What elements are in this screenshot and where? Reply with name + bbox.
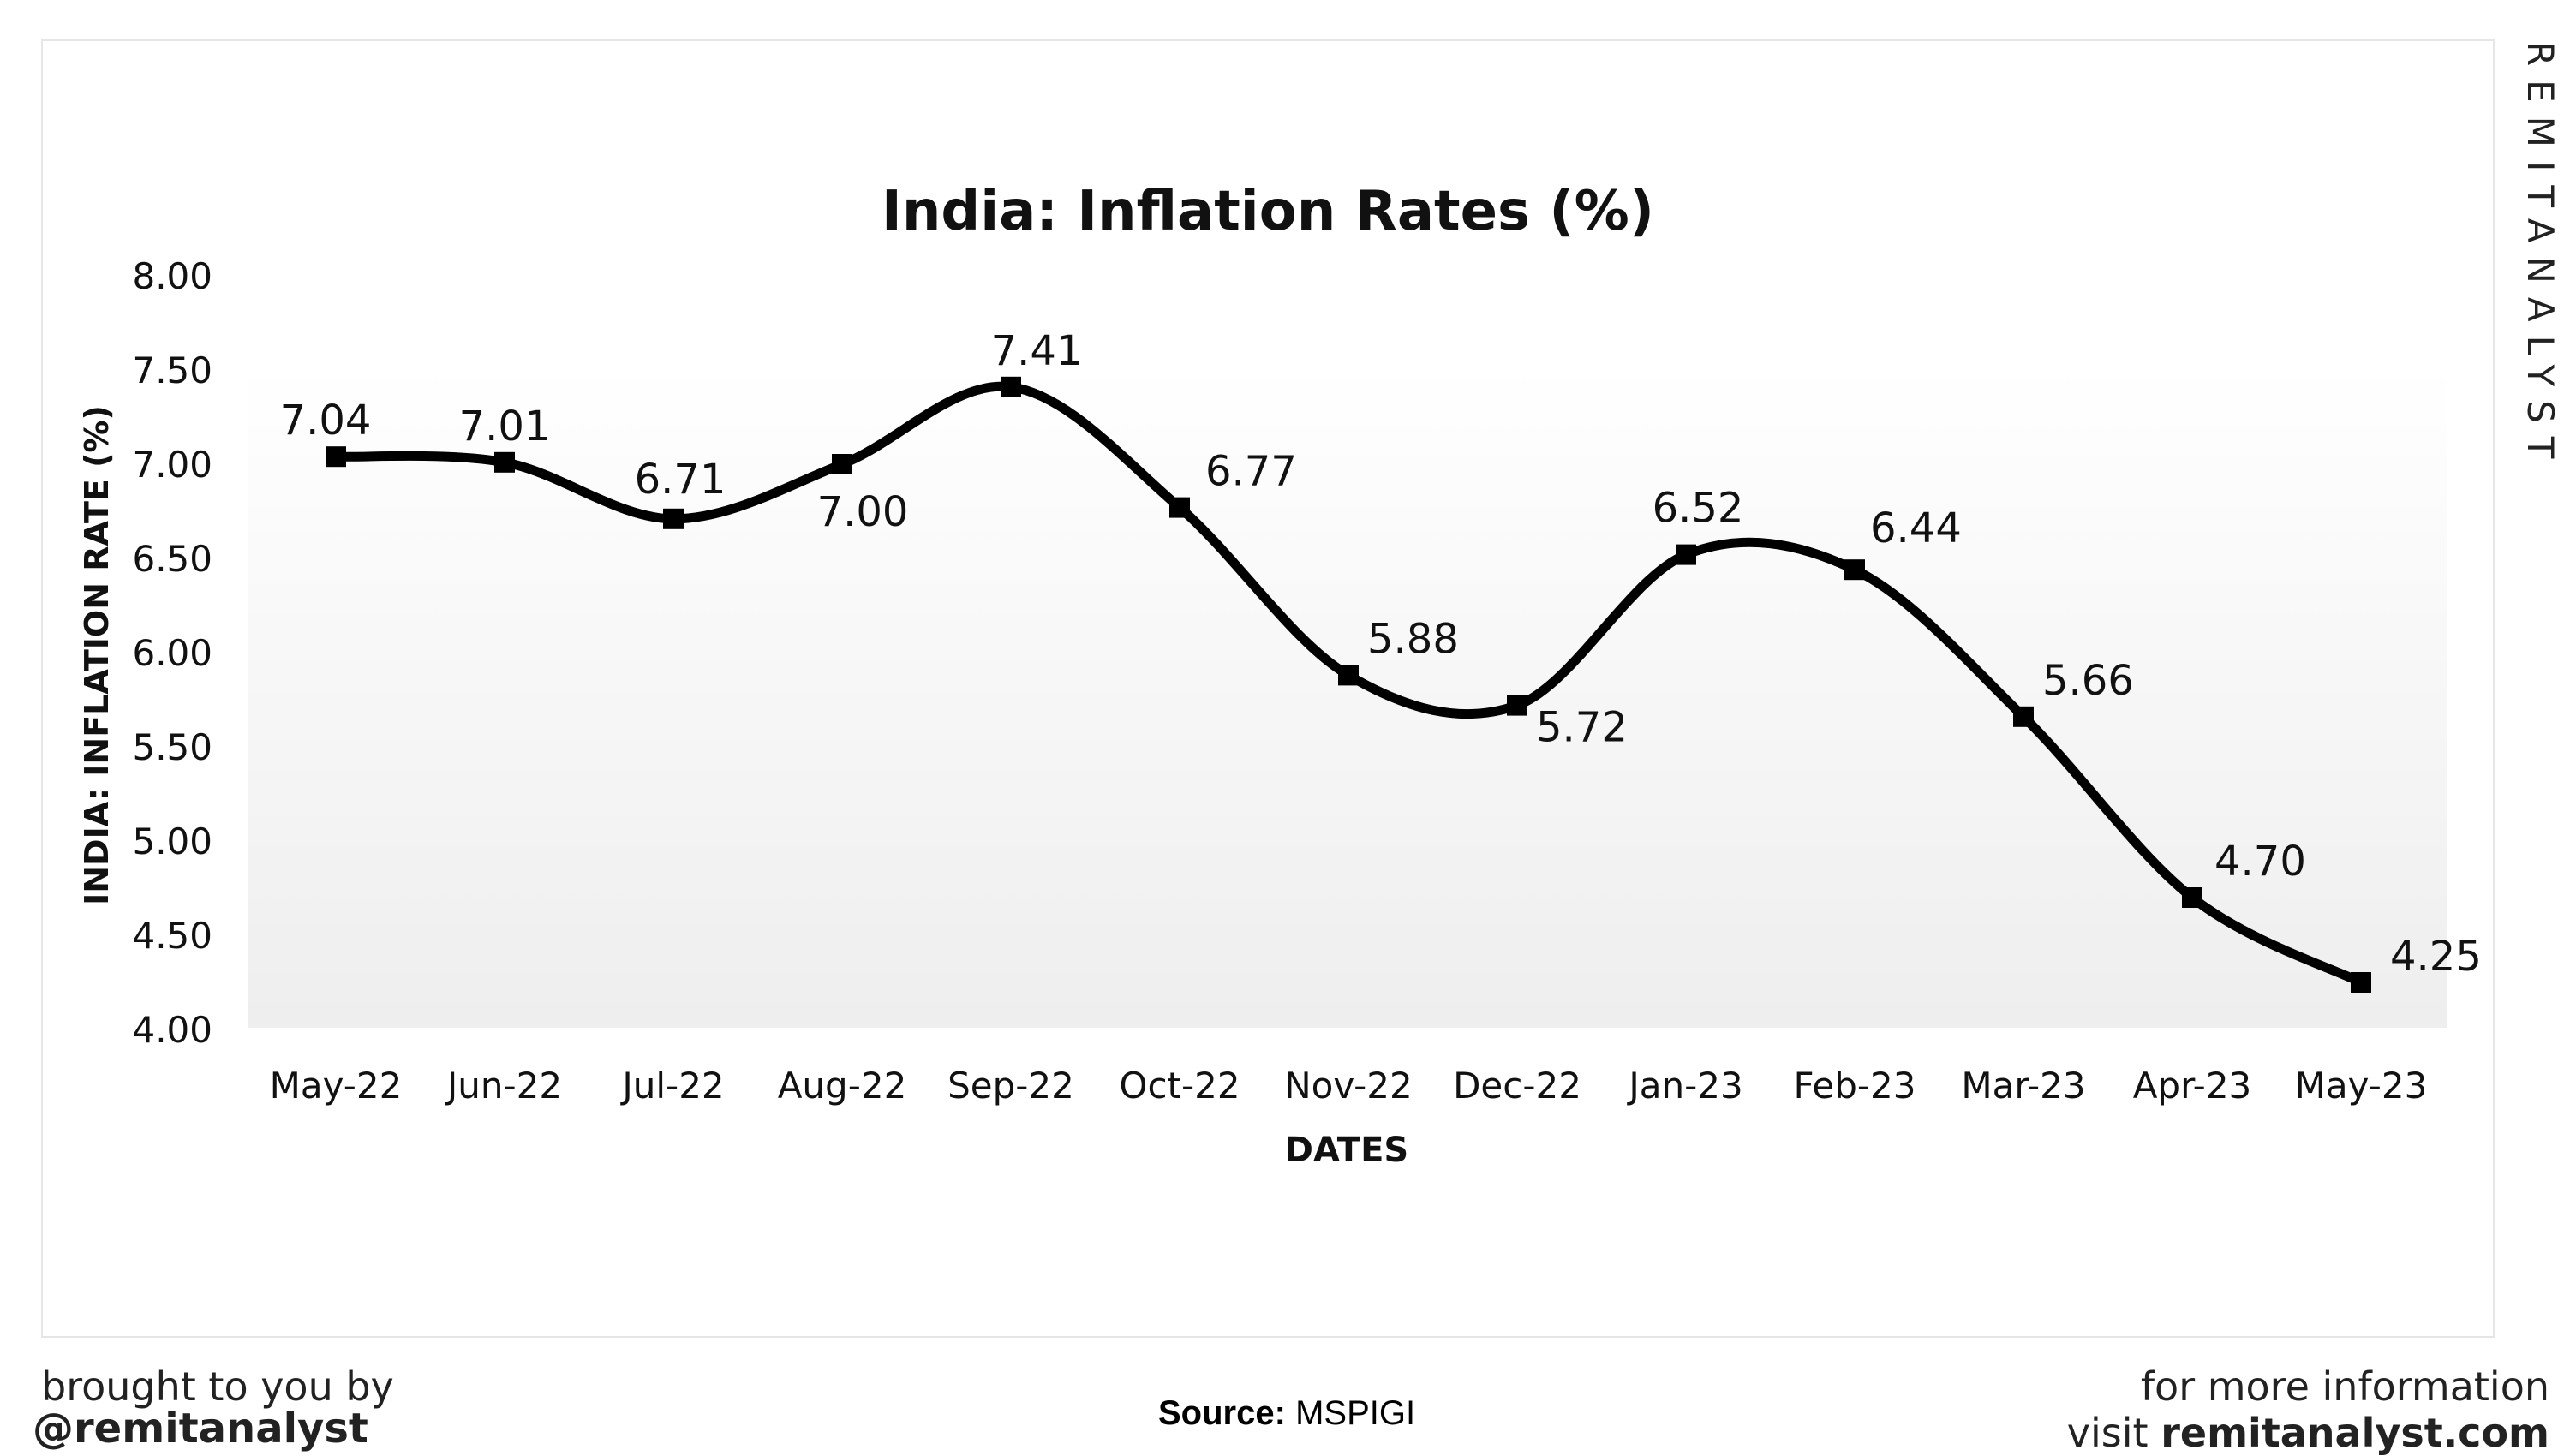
more-info-text: for more information — [2140, 1364, 2549, 1410]
data-point — [663, 508, 684, 529]
x-tick-label: Jul-22 — [619, 1065, 724, 1107]
data-label: 6.44 — [1870, 504, 1962, 552]
data-label: 7.41 — [991, 327, 1083, 375]
data-labels: 7.04 7.01 6.71 7.00 7.41 6.77 5.88 5.72 6.52 6.44… — [280, 327, 2482, 981]
y-ticks: 4.00 4.50 5.00 5.50 6.00 6.50 7.00 7.50 8.00 — [132, 255, 212, 1051]
x-tick-label: Aug-22 — [778, 1065, 907, 1107]
data-label: 6.77 — [1205, 448, 1297, 496]
site-link[interactable]: remitanalyst.com — [2161, 1410, 2549, 1456]
brought-by-text: brought to you by — [41, 1364, 394, 1410]
x-tick-label: Oct-22 — [1119, 1065, 1240, 1107]
data-label: 6.71 — [635, 456, 726, 504]
x-tick-label: Feb-23 — [1794, 1065, 1916, 1107]
x-ticks: May-22 Jun-22 Jul-22 Aug-22 Sep-22 Oct-22 Nov-… — [270, 1065, 2428, 1107]
handle-text: @remitanalyst — [33, 1405, 368, 1453]
data-label: 5.66 — [2042, 657, 2134, 705]
data-label: 7.01 — [459, 403, 551, 451]
y-tick-label: 4.00 — [132, 1009, 212, 1051]
chart-title: India: Inflation Rates (%) — [882, 180, 1654, 243]
x-tick-label: Apr-23 — [2133, 1065, 2252, 1107]
data-point — [494, 451, 515, 473]
y-tick-label: 5.00 — [132, 820, 212, 862]
x-tick-label: Sep-22 — [947, 1065, 1074, 1107]
data-label: 4.70 — [2214, 838, 2306, 886]
y-tick-label: 7.50 — [132, 349, 212, 391]
data-point — [832, 454, 852, 474]
y-tick-label: 7.00 — [132, 444, 212, 486]
data-label: 7.00 — [817, 488, 909, 536]
y-tick-label: 8.00 — [132, 255, 212, 297]
y-tick-label: 6.00 — [132, 632, 212, 674]
y-tick-label: 5.50 — [132, 726, 212, 768]
x-tick-label: Mar-23 — [1961, 1065, 2085, 1107]
data-label: 6.52 — [1653, 485, 1744, 533]
data-point — [1169, 497, 1190, 518]
data-point — [1338, 665, 1359, 686]
data-label: 7.04 — [280, 397, 372, 445]
data-label: 4.25 — [2390, 933, 2482, 981]
y-tick-label: 6.50 — [132, 538, 212, 580]
source-line: Source: MSPIGI — [1158, 1394, 1415, 1433]
source-label: Source: — [1158, 1394, 1286, 1432]
source-value: MSPIGI — [1295, 1394, 1416, 1432]
data-label: 5.88 — [1367, 615, 1459, 663]
visit-line: visit remitanalyst.com — [2067, 1410, 2549, 1456]
data-point — [2013, 706, 2034, 727]
x-tick-label: May-22 — [270, 1065, 403, 1107]
data-markers — [326, 376, 2371, 993]
data-point — [2351, 972, 2371, 993]
y-axis-label: INDIA: INFLATION RATE (%) — [78, 405, 116, 905]
data-point — [1001, 376, 1021, 397]
data-label: 5.72 — [1536, 704, 1628, 752]
x-tick-label: Jun-22 — [445, 1065, 562, 1107]
data-point — [1676, 544, 1696, 565]
y-tick-label: 4.50 — [132, 915, 212, 957]
data-point — [1844, 559, 1865, 581]
x-tick-label: Dec-22 — [1453, 1065, 1581, 1107]
data-point — [326, 446, 346, 468]
watermark: REMITANALYST — [2519, 41, 2561, 473]
x-tick-label: Nov-22 — [1284, 1065, 1412, 1107]
plot-area — [248, 364, 2447, 1028]
x-tick-label: May-23 — [2295, 1065, 2428, 1107]
x-tick-label: Jan-23 — [1626, 1065, 1742, 1107]
visit-prefix: visit — [2066, 1410, 2149, 1456]
data-point — [2182, 887, 2202, 908]
data-point — [1507, 695, 1527, 716]
x-axis-label: DATES — [1285, 1131, 1408, 1170]
